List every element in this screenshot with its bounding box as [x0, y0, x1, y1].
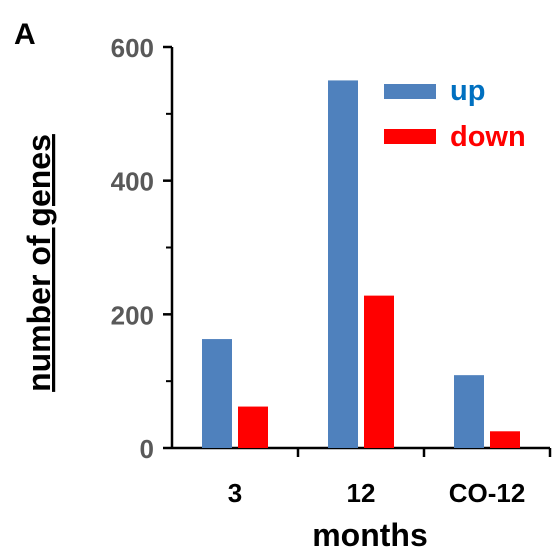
y-tick-label: 400: [111, 167, 154, 197]
x-tick-label: CO-12: [449, 478, 526, 508]
y-tick-label: 200: [111, 300, 154, 330]
x-axis: 3 12 CO-12: [172, 446, 552, 508]
y-axis: 0 200 400 600: [111, 33, 174, 464]
y-tick-label: 0: [140, 434, 154, 464]
bar-down-3: [238, 406, 268, 448]
y-tick-label: 600: [111, 33, 154, 63]
x-axis-title: months: [312, 517, 428, 553]
x-tick-group: 3 12 CO-12: [228, 448, 552, 508]
legend: up down: [384, 75, 526, 153]
bar-up-3: [202, 339, 232, 448]
legend-swatch-down: [384, 129, 436, 144]
bar-up-12: [328, 80, 358, 449]
y-tick-group: 0 200 400 600: [111, 33, 172, 464]
bar-up-CO-12: [454, 375, 484, 448]
x-tick-label: 3: [228, 478, 242, 508]
bar-down-CO-12: [490, 431, 520, 448]
legend-label-down: down: [450, 121, 526, 153]
legend-swatch-up: [384, 84, 436, 99]
x-tick-label: 12: [347, 478, 376, 508]
legend-label-up: up: [450, 75, 485, 107]
panel-label: A: [14, 18, 36, 51]
bar-group: [202, 80, 520, 449]
bar-down-12: [364, 295, 394, 448]
y-axis-title: number of genes: [21, 134, 57, 392]
